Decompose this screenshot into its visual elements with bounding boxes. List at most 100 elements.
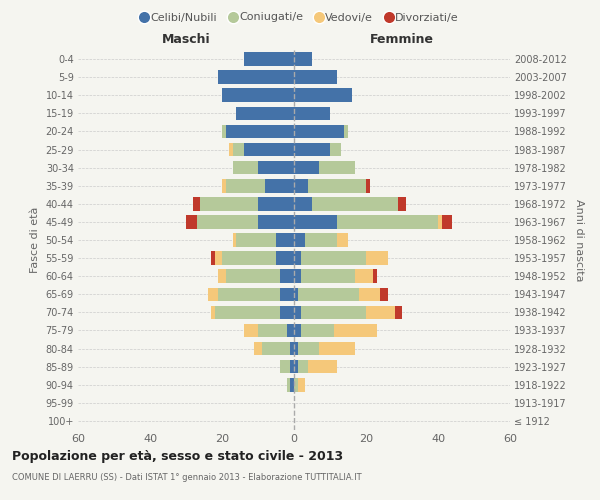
- Bar: [244, 52, 294, 66]
- Bar: [218, 270, 226, 283]
- Bar: [319, 342, 355, 355]
- Bar: [287, 324, 294, 338]
- Bar: [294, 161, 319, 174]
- Bar: [359, 288, 380, 301]
- Bar: [294, 142, 330, 156]
- Bar: [366, 252, 388, 265]
- Bar: [211, 252, 215, 265]
- Y-axis label: Fasce di età: Fasce di età: [30, 207, 40, 273]
- Bar: [294, 179, 308, 192]
- Bar: [294, 324, 301, 338]
- Bar: [258, 324, 287, 338]
- Bar: [265, 179, 294, 192]
- Text: Femmine: Femmine: [370, 34, 434, 46]
- Bar: [298, 360, 308, 374]
- Bar: [294, 360, 298, 374]
- Bar: [395, 306, 402, 319]
- Bar: [294, 88, 352, 102]
- Bar: [215, 306, 280, 319]
- Y-axis label: Anni di nascita: Anni di nascita: [574, 198, 584, 281]
- Bar: [294, 270, 301, 283]
- Bar: [290, 360, 294, 374]
- Bar: [222, 88, 294, 102]
- Bar: [298, 342, 319, 355]
- Bar: [186, 215, 197, 228]
- Bar: [233, 142, 244, 156]
- Bar: [294, 215, 337, 228]
- Bar: [244, 142, 294, 156]
- Bar: [290, 342, 294, 355]
- Bar: [294, 252, 301, 265]
- Bar: [301, 324, 334, 338]
- Text: Maschi: Maschi: [161, 34, 211, 46]
- Bar: [355, 270, 373, 283]
- Bar: [398, 197, 406, 210]
- Bar: [294, 70, 337, 84]
- Bar: [262, 342, 290, 355]
- Bar: [298, 288, 359, 301]
- Bar: [308, 179, 366, 192]
- Bar: [301, 252, 366, 265]
- Bar: [233, 161, 258, 174]
- Bar: [222, 252, 276, 265]
- Text: COMUNE DI LAERRU (SS) - Dati ISTAT 1° gennaio 2013 - Elaborazione TUTTITALIA.IT: COMUNE DI LAERRU (SS) - Dati ISTAT 1° ge…: [12, 472, 362, 482]
- Bar: [294, 378, 298, 392]
- Legend: Celibi/Nubili, Coniugati/e, Vedovi/e, Divorziati/e: Celibi/Nubili, Coniugati/e, Vedovi/e, Di…: [137, 8, 463, 27]
- Bar: [280, 306, 294, 319]
- Bar: [226, 270, 280, 283]
- Bar: [276, 252, 294, 265]
- Bar: [294, 233, 305, 247]
- Bar: [233, 233, 236, 247]
- Text: Popolazione per età, sesso e stato civile - 2013: Popolazione per età, sesso e stato civil…: [12, 450, 343, 463]
- Bar: [330, 142, 341, 156]
- Bar: [258, 161, 294, 174]
- Bar: [280, 288, 294, 301]
- Bar: [226, 124, 294, 138]
- Bar: [312, 197, 398, 210]
- Bar: [287, 378, 290, 392]
- Bar: [294, 106, 330, 120]
- Bar: [200, 197, 258, 210]
- Bar: [208, 288, 218, 301]
- Bar: [344, 124, 348, 138]
- Bar: [218, 288, 280, 301]
- Bar: [197, 215, 258, 228]
- Bar: [236, 106, 294, 120]
- Bar: [308, 360, 337, 374]
- Bar: [193, 197, 200, 210]
- Bar: [305, 233, 337, 247]
- Bar: [294, 288, 298, 301]
- Bar: [280, 360, 290, 374]
- Bar: [294, 52, 312, 66]
- Bar: [301, 270, 355, 283]
- Bar: [337, 215, 438, 228]
- Bar: [258, 215, 294, 228]
- Bar: [294, 342, 298, 355]
- Bar: [211, 306, 215, 319]
- Bar: [301, 306, 366, 319]
- Bar: [294, 306, 301, 319]
- Bar: [280, 270, 294, 283]
- Bar: [380, 288, 388, 301]
- Bar: [244, 324, 258, 338]
- Bar: [215, 252, 222, 265]
- Bar: [222, 124, 226, 138]
- Bar: [366, 306, 395, 319]
- Bar: [290, 378, 294, 392]
- Bar: [319, 161, 355, 174]
- Bar: [294, 124, 344, 138]
- Bar: [254, 342, 262, 355]
- Bar: [229, 142, 233, 156]
- Bar: [373, 270, 377, 283]
- Bar: [442, 215, 452, 228]
- Bar: [218, 70, 294, 84]
- Bar: [337, 233, 348, 247]
- Bar: [222, 179, 226, 192]
- Bar: [226, 179, 265, 192]
- Bar: [276, 233, 294, 247]
- Bar: [298, 378, 305, 392]
- Bar: [366, 179, 370, 192]
- Bar: [334, 324, 377, 338]
- Bar: [438, 215, 442, 228]
- Bar: [236, 233, 276, 247]
